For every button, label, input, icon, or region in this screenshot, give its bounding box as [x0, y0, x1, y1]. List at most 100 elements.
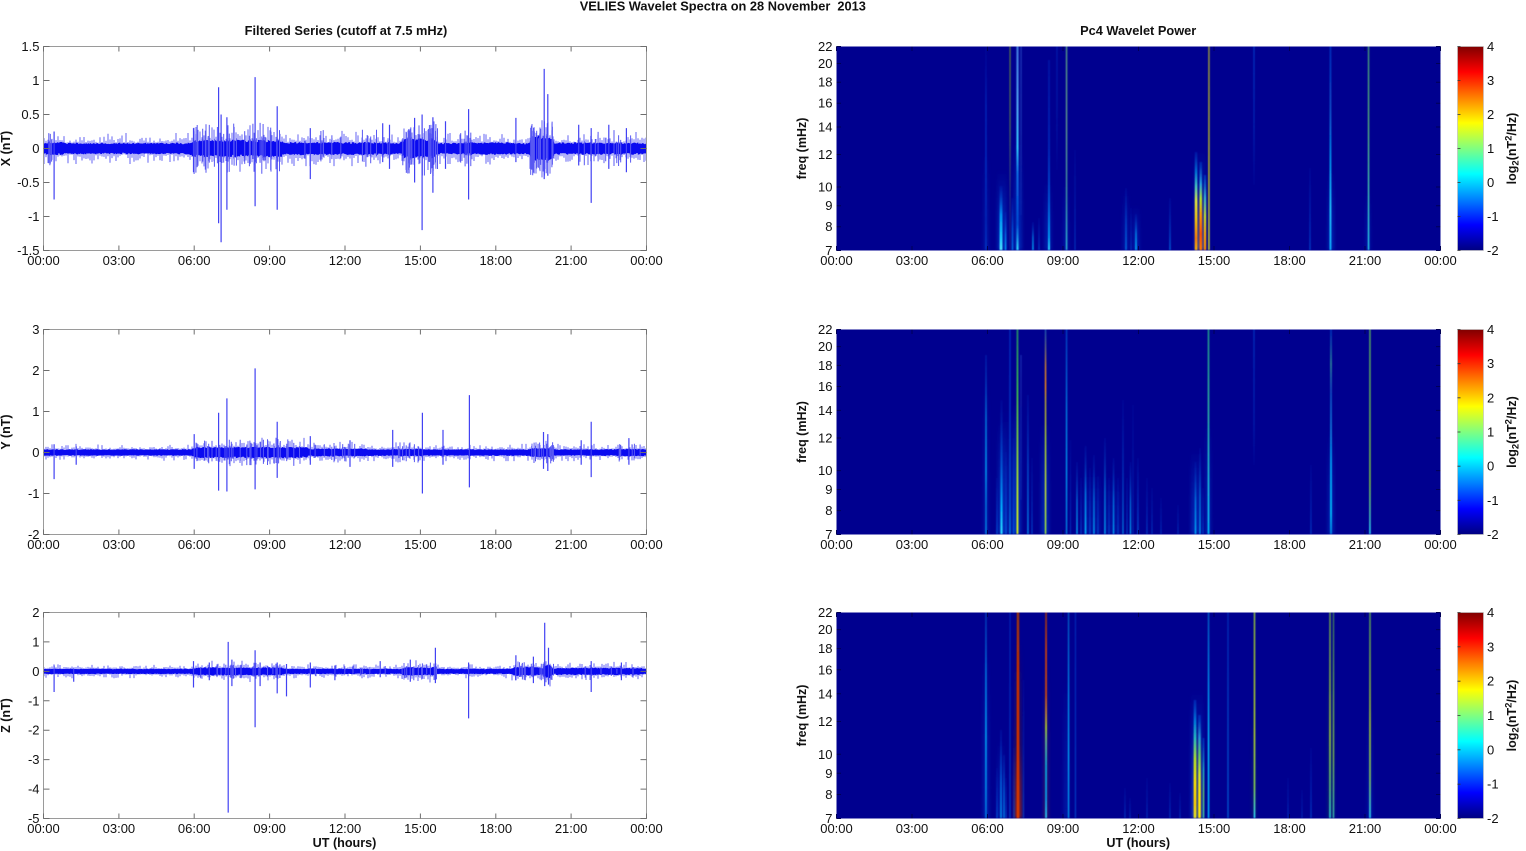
svg-text:22: 22 — [818, 39, 832, 54]
svg-text:9: 9 — [825, 198, 832, 213]
svg-text:06:00: 06:00 — [971, 253, 1004, 268]
svg-text:0.5: 0.5 — [21, 107, 39, 122]
svg-text:00:00: 00:00 — [27, 821, 60, 836]
svg-text:21:00: 21:00 — [1349, 821, 1382, 836]
svg-text:18:00: 18:00 — [480, 253, 513, 268]
svg-text:18:00: 18:00 — [1273, 253, 1306, 268]
svg-text:00:00: 00:00 — [1424, 821, 1457, 836]
svg-text:21:00: 21:00 — [555, 537, 588, 552]
svg-text:8: 8 — [825, 787, 832, 802]
svg-text:8: 8 — [825, 503, 832, 518]
svg-text:12: 12 — [818, 431, 832, 446]
svg-text:00:00: 00:00 — [630, 821, 663, 836]
svg-text:-1.5: -1.5 — [17, 243, 39, 258]
svg-text:0: 0 — [1487, 459, 1494, 474]
svg-text:12:00: 12:00 — [329, 821, 362, 836]
svg-text:20: 20 — [818, 622, 832, 637]
svg-text:18: 18 — [818, 358, 832, 373]
svg-text:2: 2 — [32, 363, 39, 378]
svg-text:1.5: 1.5 — [21, 39, 39, 54]
svg-text:15:00: 15:00 — [1198, 537, 1231, 552]
svg-text:9: 9 — [825, 766, 832, 781]
svg-text:09:00: 09:00 — [253, 537, 286, 552]
svg-text:03:00: 03:00 — [103, 253, 136, 268]
svg-text:2: 2 — [1487, 390, 1494, 405]
svg-text:18:00: 18:00 — [1273, 821, 1306, 836]
svg-text:UT (hours): UT (hours) — [313, 836, 377, 850]
svg-text:7: 7 — [825, 243, 832, 258]
svg-text:freq (mHz): freq (mHz) — [795, 685, 809, 747]
svg-text:3: 3 — [1487, 639, 1494, 654]
svg-text:18: 18 — [818, 641, 832, 656]
svg-text:03:00: 03:00 — [896, 253, 929, 268]
svg-text:03:00: 03:00 — [103, 821, 136, 836]
svg-text:Pc4 Wavelet Power: Pc4 Wavelet Power — [1080, 23, 1196, 38]
svg-text:18:00: 18:00 — [1273, 537, 1306, 552]
svg-text:22: 22 — [818, 322, 832, 337]
svg-text:20: 20 — [818, 56, 832, 71]
svg-text:VELIES Wavelet Spectra on 28 N: VELIES Wavelet Spectra on 28 November 20… — [580, 0, 866, 14]
svg-text:12:00: 12:00 — [329, 537, 362, 552]
svg-text:3: 3 — [1487, 73, 1494, 88]
svg-text:2: 2 — [1487, 674, 1494, 689]
svg-text:0: 0 — [32, 141, 39, 156]
svg-text:4: 4 — [1487, 322, 1494, 337]
svg-text:22: 22 — [818, 605, 832, 620]
svg-text:4: 4 — [1487, 39, 1494, 54]
svg-text:21:00: 21:00 — [555, 253, 588, 268]
svg-text:-1: -1 — [28, 209, 40, 224]
svg-text:03:00: 03:00 — [896, 821, 929, 836]
svg-text:-5: -5 — [28, 811, 40, 826]
svg-text:15:00: 15:00 — [404, 253, 437, 268]
svg-text:-2: -2 — [1487, 243, 1499, 258]
svg-text:12:00: 12:00 — [1122, 253, 1155, 268]
svg-text:16: 16 — [818, 96, 832, 111]
svg-text:15:00: 15:00 — [404, 537, 437, 552]
svg-text:10: 10 — [818, 180, 832, 195]
svg-text:16: 16 — [818, 379, 832, 394]
svg-text:00:00: 00:00 — [630, 537, 663, 552]
svg-text:UT (hours): UT (hours) — [1106, 836, 1170, 850]
svg-text:1: 1 — [32, 404, 39, 419]
svg-text:1: 1 — [32, 73, 39, 88]
svg-text:Filtered Series (cutoff at 7.5: Filtered Series (cutoff at 7.5 mHz) — [245, 23, 448, 38]
svg-text:09:00: 09:00 — [1047, 537, 1080, 552]
svg-text:21:00: 21:00 — [555, 821, 588, 836]
svg-text:-0.5: -0.5 — [17, 175, 39, 190]
svg-text:7: 7 — [825, 811, 832, 826]
svg-text:1: 1 — [1487, 425, 1494, 440]
svg-text:2: 2 — [1487, 107, 1494, 122]
svg-text:1: 1 — [1487, 708, 1494, 723]
svg-text:21:00: 21:00 — [1349, 253, 1382, 268]
svg-text:00:00: 00:00 — [820, 253, 853, 268]
svg-text:log2(nT2/Hz): log2(nT2/Hz) — [1504, 680, 1522, 752]
svg-text:-1: -1 — [28, 693, 40, 708]
svg-text:-1: -1 — [1487, 777, 1499, 792]
svg-text:10: 10 — [818, 747, 832, 762]
svg-text:09:00: 09:00 — [253, 821, 286, 836]
svg-text:7: 7 — [825, 527, 832, 542]
svg-text:log2(nT2/Hz): log2(nT2/Hz) — [1504, 113, 1522, 185]
svg-text:06:00: 06:00 — [971, 537, 1004, 552]
svg-text:03:00: 03:00 — [103, 537, 136, 552]
svg-text:12: 12 — [818, 147, 832, 162]
svg-text:00:00: 00:00 — [27, 537, 60, 552]
svg-text:freq (mHz): freq (mHz) — [795, 118, 809, 180]
svg-text:06:00: 06:00 — [971, 821, 1004, 836]
svg-text:14: 14 — [818, 403, 832, 418]
svg-text:12:00: 12:00 — [329, 253, 362, 268]
svg-text:09:00: 09:00 — [253, 253, 286, 268]
svg-text:-1: -1 — [28, 486, 40, 501]
svg-text:09:00: 09:00 — [1047, 253, 1080, 268]
svg-text:1: 1 — [1487, 141, 1494, 156]
svg-text:-2: -2 — [28, 527, 40, 542]
svg-text:0: 0 — [32, 664, 39, 679]
svg-text:12:00: 12:00 — [1122, 537, 1155, 552]
svg-text:0: 0 — [1487, 742, 1494, 757]
svg-text:8: 8 — [825, 219, 832, 234]
svg-text:06:00: 06:00 — [178, 821, 211, 836]
svg-text:3: 3 — [1487, 356, 1494, 371]
svg-text:18: 18 — [818, 75, 832, 90]
svg-text:15:00: 15:00 — [404, 821, 437, 836]
svg-text:9: 9 — [825, 482, 832, 497]
